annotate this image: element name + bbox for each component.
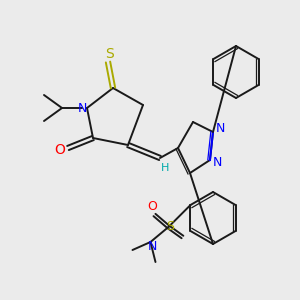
Text: O: O	[55, 143, 65, 157]
Text: N: N	[77, 101, 87, 115]
Text: N: N	[215, 122, 225, 136]
Text: S: S	[106, 47, 114, 61]
Text: S: S	[167, 220, 175, 233]
Text: H: H	[161, 163, 169, 173]
Text: N: N	[212, 157, 222, 169]
Text: N: N	[148, 241, 157, 254]
Text: O: O	[148, 200, 158, 214]
